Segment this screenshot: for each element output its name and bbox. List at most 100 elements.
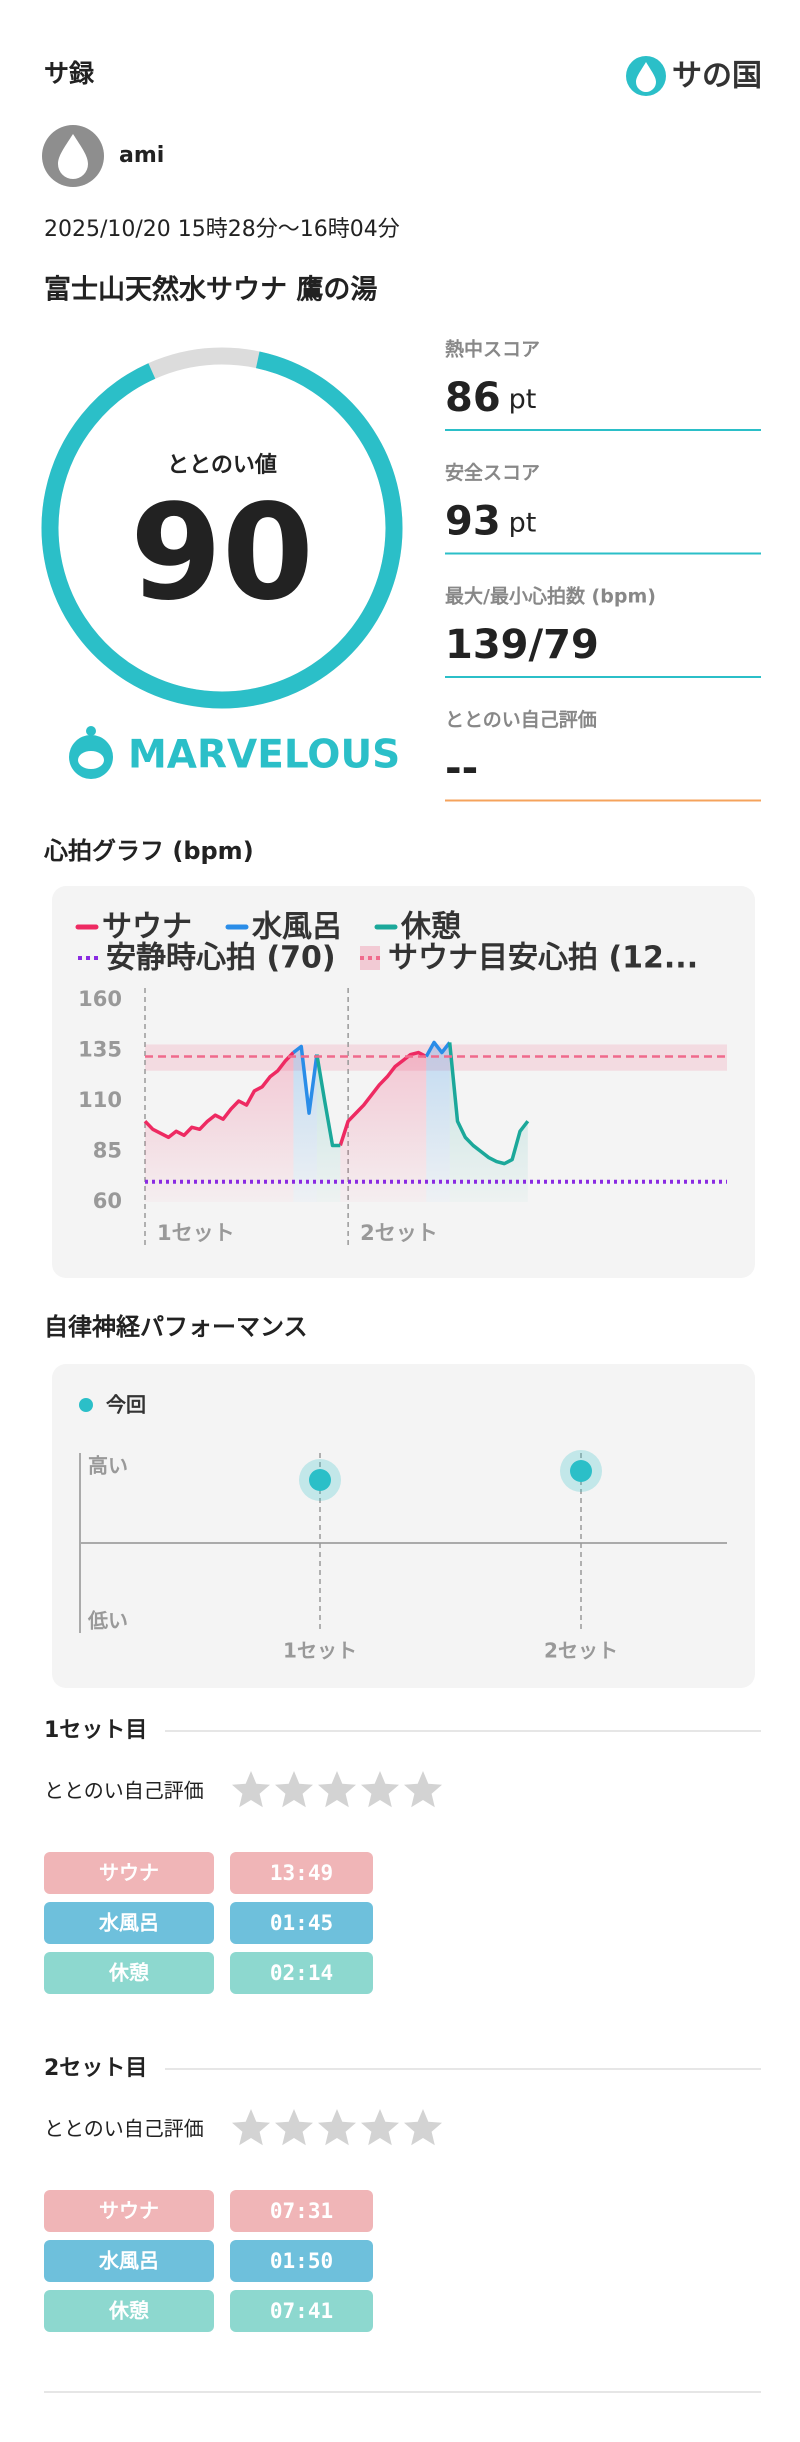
user-avatar[interactable] <box>42 125 104 187</box>
session-datetime: 2025/10/20 15時28分〜16時04分 <box>44 217 400 242</box>
logo-drop <box>636 62 656 92</box>
logo-text: サの国 <box>672 59 762 94</box>
row-label: 休憩 <box>108 1961 149 1985</box>
score-ring <box>41 347 403 709</box>
series-line <box>143 1050 428 1146</box>
series-area <box>145 1052 427 1202</box>
autonomic-chart-title: 自律神経パフォーマンス <box>44 1313 308 1341</box>
facility-name: 富士山天然水サウナ 鷹の湯 <box>44 274 377 306</box>
series-line <box>292 1040 452 1115</box>
rating-star[interactable] <box>232 2109 270 2146</box>
row-time: 07:31 <box>270 2199 333 2223</box>
row-label-pill <box>44 1952 214 1994</box>
metric-value: 86 pt <box>445 375 536 421</box>
row-label-pill <box>44 2190 214 2232</box>
x-tick-label: 1セット <box>283 1639 357 1663</box>
rating-icon <box>69 726 113 779</box>
rating-text: MARVELOUS <box>128 733 400 778</box>
metric-value: 93 pt <box>445 499 536 545</box>
y-tick-label: 85 <box>93 1139 122 1163</box>
row-time: 07:41 <box>270 2299 333 2323</box>
series-area <box>293 1042 450 1202</box>
metric-label: 熱中スコア <box>445 338 540 361</box>
legend-label: 今回 <box>106 1393 146 1417</box>
row-time: 01:50 <box>270 2249 333 2273</box>
legend-label: 安静時心拍 (70) <box>106 941 336 976</box>
row-time: 13:49 <box>270 1861 333 1885</box>
row-label: 水風呂 <box>98 1911 159 1935</box>
set-title: 1セット目 <box>44 1718 147 1743</box>
row-label: 休憩 <box>108 2299 149 2323</box>
metric-number: 93 <box>445 499 501 545</box>
metric-number: 139/79 <box>445 622 599 668</box>
legend-label: サウナ目安心拍 (12... <box>388 941 698 976</box>
series-line <box>315 1042 530 1166</box>
rating-star[interactable] <box>361 2109 399 2146</box>
y-tick-label: 60 <box>93 1189 122 1213</box>
rating-label: ととのい自己評価 <box>44 1779 204 1803</box>
row-time-pill <box>230 2290 373 2332</box>
logo[interactable]: サの国 <box>626 56 762 96</box>
row-label: 水風呂 <box>98 2249 159 2273</box>
row-time-pill <box>230 1852 373 1894</box>
row-time-pill <box>230 2240 373 2282</box>
y-tick-label: 135 <box>78 1038 122 1062</box>
legend-label: 水風呂 <box>251 910 342 945</box>
rating-star[interactable] <box>404 2109 442 2146</box>
y-tick-label: 高い <box>88 1454 128 1478</box>
metric-unit: pt <box>509 507 537 538</box>
row-label: サウナ <box>99 2199 159 2223</box>
point <box>570 1460 592 1482</box>
metric-label: ととのい自己評価 <box>445 708 597 731</box>
rating-star[interactable] <box>404 1771 442 1808</box>
x-tick-label: 2セット <box>544 1639 618 1663</box>
row-label-pill <box>44 2240 214 2282</box>
row-time: 02:14 <box>270 1961 333 1985</box>
heart-chart-title: 心拍グラフ (bpm) <box>43 837 254 865</box>
metric-value: 139/79 <box>445 622 599 668</box>
rating-icon-face <box>78 751 104 769</box>
row-label-pill <box>44 1852 214 1894</box>
x-tick-label: 2セット <box>360 1221 438 1245</box>
metrics: 熱中スコア 86 pt 安全スコア 93 pt 最大/最小心拍数 (bpm) 139/79 とと… <box>445 338 761 802</box>
y-tick-label: 110 <box>78 1088 122 1112</box>
rating-star[interactable] <box>275 1771 313 1808</box>
point <box>309 1469 331 1491</box>
row-time: 01:45 <box>270 1911 333 1935</box>
rating-icon-top <box>86 726 96 736</box>
metric-label: 最大/最小心拍数 (bpm) <box>445 585 656 608</box>
legend-dot <box>79 1398 93 1412</box>
series-area <box>316 1042 528 1202</box>
metric-number: -- <box>445 746 478 792</box>
row-label-pill <box>44 2290 214 2332</box>
rating-label: ととのい自己評価 <box>44 2117 204 2141</box>
autonomic-chart-card <box>52 1364 755 1688</box>
metric-label: 安全スコア <box>445 461 540 484</box>
rating-star[interactable] <box>318 2109 356 2146</box>
legend-label: サウナ <box>102 910 192 945</box>
rating-star[interactable] <box>232 1771 270 1808</box>
rating-star[interactable] <box>275 2109 313 2146</box>
y-tick-label: 160 <box>78 987 122 1011</box>
metric-number: 86 <box>445 375 501 421</box>
user-name: ami <box>119 143 164 168</box>
row-time-pill <box>230 2190 373 2232</box>
row-time-pill <box>230 1952 373 1994</box>
row-label: サウナ <box>99 1861 159 1885</box>
metric-value: -- <box>445 746 478 792</box>
y-tick-label: 低い <box>87 1609 128 1633</box>
rating-star[interactable] <box>361 1771 399 1808</box>
metric-unit: pt <box>509 384 537 415</box>
row-time-pill <box>230 1902 373 1944</box>
app-title: サ録 <box>44 59 95 88</box>
avatar-drop <box>58 134 88 179</box>
rating-star[interactable] <box>318 1771 356 1808</box>
row-label-pill <box>44 1902 214 1944</box>
score-value: 90 <box>130 476 314 630</box>
legend-label: 休憩 <box>400 910 461 945</box>
